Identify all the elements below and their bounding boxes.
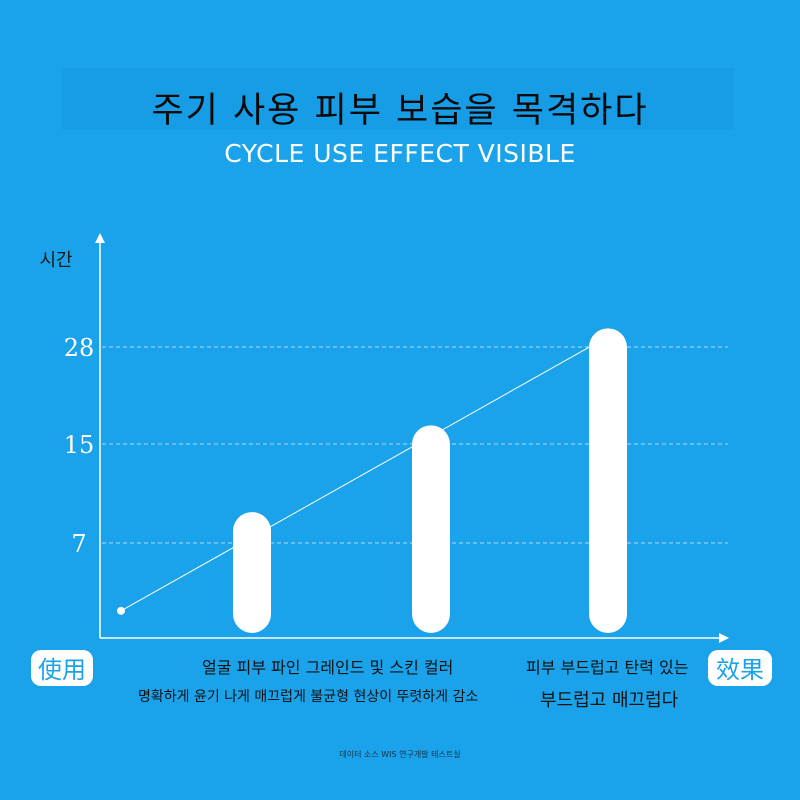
caption-left-line2: 명확하게 윤기 나게 매끄럽게 불균형 현상이 뚜렷하게 감소 [138, 689, 479, 705]
y-tick-label-1: 15 [64, 431, 95, 459]
y-tick-label-2: 28 [64, 334, 95, 362]
caption-right-line2: 부드럽고 매끄럽다 [540, 690, 679, 711]
tick-layer: 7 15 28 [64, 334, 95, 558]
axis-layer [95, 233, 729, 643]
bar-1 [412, 425, 450, 633]
y-axis-label: 시간 [39, 250, 72, 271]
bar-0 [233, 512, 271, 633]
x-label-right-box [708, 650, 772, 686]
title-band [62, 68, 734, 130]
trend-line [120, 342, 597, 612]
x-label-right: 效果 [716, 656, 764, 684]
x-axis-arrow [719, 633, 729, 643]
bar-layer [233, 328, 627, 633]
page-subtitle: CYCLE USE EFFECT VISIBLE [224, 139, 576, 168]
footer-note: 데이터 소스 WIS 연구개발 테스트실 [339, 750, 461, 759]
label-layer: 시간 使用 效果 [31, 250, 772, 686]
y-tick-label-0: 7 [71, 530, 86, 558]
trend-start-point [117, 606, 125, 615]
x-label-left-box [31, 650, 93, 686]
y-axis-arrow [95, 233, 105, 243]
bar-2 [589, 328, 627, 633]
page-title: 주기 사용 피부 보습을 목격하다 [151, 91, 649, 131]
caption-right-line1: 피부 부드럽고 탄력 있는 [526, 658, 689, 677]
trend-layer [117, 342, 597, 615]
x-label-left: 使用 [38, 656, 86, 684]
caption-left-line1: 얼굴 피부 파인 그레인드 및 스킨 컬러 [202, 658, 454, 677]
